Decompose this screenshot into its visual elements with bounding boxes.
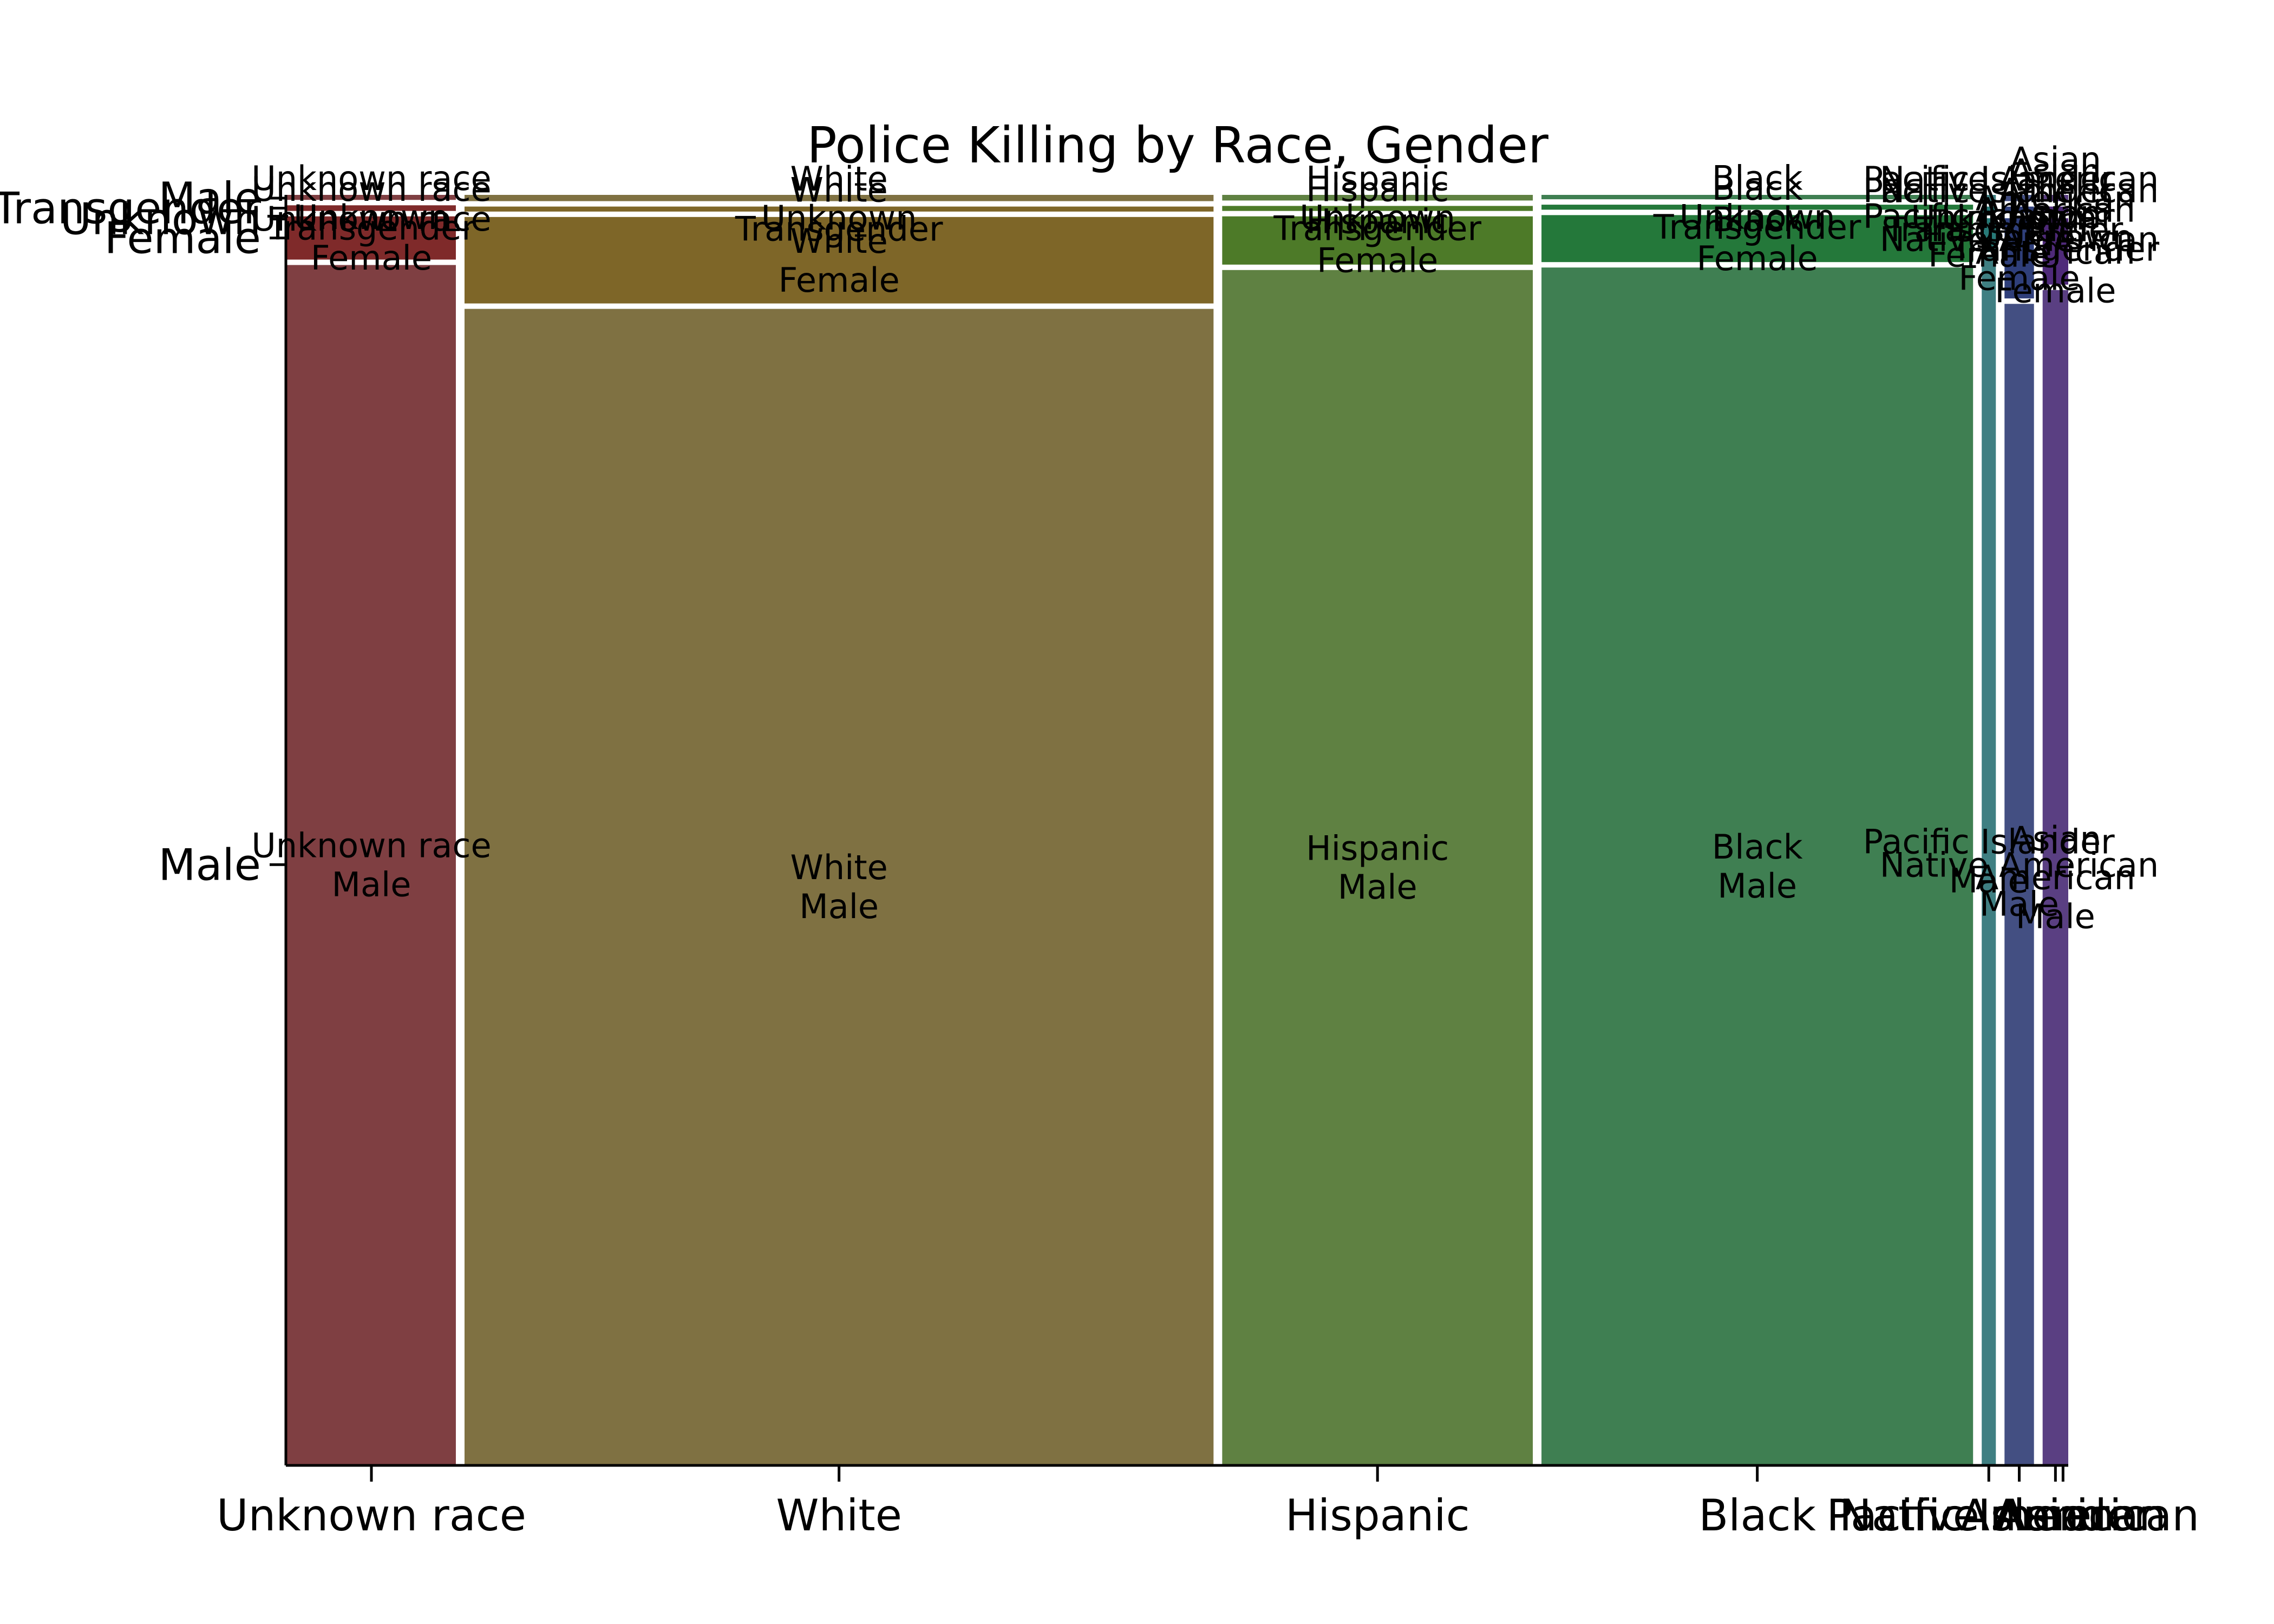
tile-native-american-male [2004,304,2034,1464]
tile-pacific-islander-male [1982,257,1996,1465]
tile-label-native-american-transgender: Native American Transgender [1880,171,2159,250]
axes: Unknown race White Hispanic Black Pacific Is… [0,173,2199,1541]
mosaic-tiles [287,195,2068,1465]
tile-label-black-male: Black Male [1712,827,1803,906]
tile-label-asian-transgender: Asian American Transgender [1951,152,2160,269]
tile-label-pacific-islander-male: Pacific Islander Male [1863,822,2115,901]
x-tick-label-unknown-race: Unknown race [217,1490,526,1541]
tile-pacific-islander-female [1982,218,1996,252]
x-tick-label-black: Black [1698,1490,1816,1541]
tile-label-native-american-male: Native American Male [1880,846,2159,924]
tile-label-white-transgender: White Transgender [735,171,943,249]
tile-label-hispanic-female: Hispanic Female [1306,202,1449,280]
tile-black-male [1541,267,1974,1465]
tile-white-transgender [464,206,1214,212]
x-tick-label-white: White [776,1490,902,1541]
tile-label-asian-female: Asian American Female [1976,193,2135,311]
tile-black-transgender [1541,205,1974,210]
x-tick-label-native-american: Native American [1839,1490,2199,1541]
y-tick-label-unknown: Unknown [60,194,261,245]
tile-native-american-unknown [2004,195,2034,201]
tile-label-pacific-islander-female: Pacific Islander Female [1863,197,2115,275]
tile-label-unknown-race-unknown: Unknown race Unknown [251,159,491,237]
tile-asian-male [2042,290,2068,1464]
tile-hispanic-unknown [1222,195,1533,201]
tile-asian-transgender [2042,206,2068,213]
tile-black-female [1541,215,1974,263]
tile-label-white-unknown: White Unknown [761,159,917,238]
tile-asian-unknown [2042,195,2068,201]
tile-pacific-islander-unknown [1982,195,1996,201]
tile-unknown-race-transgender [287,205,456,211]
tile-native-american-female [2004,218,2034,299]
tile-pacific-islander-transgender [1982,206,1996,213]
y-tick-label-male: Male [159,840,262,890]
tile-hispanic-transgender [1222,206,1533,211]
tile-label-pacific-islander-unknown: Pacific Islander Unknown [1863,159,2115,238]
tile-labels: Unknown race Male Unknown race FemaleUnknow… [251,140,2159,936]
y-tick-label-transgender: Transgender [0,183,261,233]
tile-label-unknown-race-transgender: Unknown race Transgender [251,169,491,248]
tile-white-unknown [464,195,1214,201]
tile-label-black-transgender: Black Transgender [1653,168,1861,247]
x-tick-label-pacific-islander: Pacific Islander [1826,1490,2151,1541]
tile-unknown-race-female [287,216,456,260]
tile-hispanic-female [1222,216,1533,265]
tile-black-unknown [1541,195,1974,200]
tile-asian-female [2042,218,2068,285]
tile-native-american-transgender [2004,206,2034,213]
tile-label-white-male: White Male [790,848,888,926]
x-tick-label-hispanic: Hispanic [1285,1490,1470,1541]
tile-label-hispanic-unknown: Hispanic Unknown [1299,159,1455,238]
tile-label-black-female: Black Female [1697,200,1818,278]
x-tick-label-asian: Asian [1996,1490,2114,1541]
tile-label-hispanic-transgender: Hispanic Transgender [1273,169,1481,248]
y-tick-label-female: Female [104,213,261,264]
tile-label-unknown-race-male: Unknown race Male [251,826,491,905]
chart-title: Police Killing by Race, Gender [807,116,1548,174]
tile-unknown-race-unknown [287,195,456,200]
tile-label-white-female: White Female [779,221,900,300]
tile-label-hispanic-male: Hispanic Male [1306,828,1449,907]
tile-white-male [464,309,1214,1464]
tile-unknown-race-male [287,265,456,1464]
y-tick-label-male: Male [159,173,262,224]
tile-label-asian-unknown: Asian American Unknown [1976,140,2135,257]
x-tick-label-american: American [1960,1490,2166,1541]
tile-label-black-unknown: Black Unknown [1680,158,1835,237]
tile-label-unknown-race-female: Unknown race Female [251,199,491,278]
tile-label-native-american-female: Native American Female [1880,220,2159,298]
tile-label-asian-male: Asian American Male [1976,819,2135,937]
tile-hispanic-male [1222,270,1533,1464]
tile-white-female [464,217,1214,304]
tile-label-pacific-islander-transgender: Pacific Islander Transgender [1863,171,2115,250]
tile-label-native-american-unknown: Native American Unknown [1880,159,2159,238]
